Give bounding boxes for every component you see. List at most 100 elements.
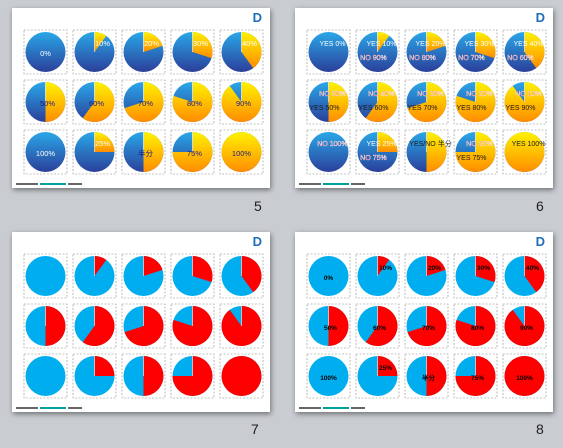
pie-chart[interactable]: 100% xyxy=(308,356,349,396)
pie-chart[interactable] xyxy=(25,256,66,296)
pie-chart[interactable]: 10% xyxy=(74,32,115,72)
pie-chart[interactable] xyxy=(221,256,262,296)
pie-slice xyxy=(504,132,545,172)
pie-chart[interactable] xyxy=(25,306,66,346)
pie-chart[interactable]: NO 20% YES 80% xyxy=(455,82,496,123)
pie-label: YES 20% xyxy=(416,41,446,48)
footer-credit xyxy=(16,406,82,410)
pie-cell xyxy=(23,253,68,299)
pie-chart[interactable] xyxy=(221,306,262,346)
pie-chart[interactable]: 半分 xyxy=(123,132,164,172)
pie-cell xyxy=(306,353,351,399)
pie-chart[interactable]: YES 30% NO 70% xyxy=(455,32,496,72)
pie-chart[interactable]: 20% xyxy=(123,32,164,72)
pie-chart[interactable] xyxy=(74,306,115,346)
pie-cell xyxy=(404,253,449,299)
pie-cell xyxy=(404,79,449,125)
brand-logo: D xyxy=(253,234,262,249)
pie-chart[interactable]: 30% xyxy=(172,32,213,72)
pie-label: 25% xyxy=(95,139,110,148)
pie-label: NO 75% xyxy=(360,155,386,162)
pie-chart[interactable] xyxy=(172,306,213,346)
pie-chart[interactable]: 40% xyxy=(504,256,545,296)
pie-chart[interactable]: YES/NO 半分 xyxy=(406,132,452,172)
pie-chart[interactable]: 75% xyxy=(455,356,496,396)
pie-chart[interactable] xyxy=(74,356,115,396)
slide-canvas[interactable]: D 0% 10% 20% 30% 40% 50% 60% 70% 80% 90% 100% 25% 半分 7… xyxy=(295,232,553,412)
pie-chart[interactable]: YES 10% NO 90% xyxy=(357,32,398,72)
pie-chart[interactable] xyxy=(74,256,115,296)
pie-chart[interactable]: 100% xyxy=(504,356,545,396)
pie-chart[interactable] xyxy=(123,306,164,346)
pie-chart[interactable]: 30% xyxy=(455,256,496,296)
pie-cell xyxy=(502,253,547,299)
pie-chart[interactable]: 90% xyxy=(504,306,545,346)
pie-chart[interactable] xyxy=(172,256,213,296)
pie-chart[interactable]: 25% xyxy=(357,356,398,396)
pie-chart[interactable]: 20% xyxy=(406,256,447,296)
pie-chart[interactable]: 60% xyxy=(74,82,115,123)
slide-canvas[interactable]: D xyxy=(12,232,270,412)
pie-chart[interactable] xyxy=(172,356,213,396)
pie-chart[interactable]: YES 25% NO 75% xyxy=(357,132,398,172)
pie-cell xyxy=(219,29,264,75)
pie-chart[interactable]: YES 20% NO 80% xyxy=(406,32,447,72)
pie-cell xyxy=(502,353,547,399)
pie-slice xyxy=(143,32,163,52)
pie-chart[interactable]: NO 30% YES 70% xyxy=(406,82,447,123)
pie-label: 60% xyxy=(373,325,386,332)
pie-chart[interactable]: 50% xyxy=(308,306,349,346)
pie-chart[interactable]: 100% xyxy=(25,132,66,172)
pie-chart[interactable] xyxy=(25,356,66,396)
pie-cell xyxy=(72,303,117,349)
pie-chart[interactable]: YES 0% xyxy=(308,32,349,72)
pie-chart[interactable]: 100% xyxy=(221,132,262,172)
pie-slice xyxy=(426,32,446,52)
pie-label: 70% xyxy=(422,325,435,332)
pie-chart[interactable]: 75% xyxy=(172,132,213,173)
pie-cell xyxy=(170,79,215,125)
pie-chart[interactable]: 90% xyxy=(221,82,262,122)
slide-canvas[interactable]: D YES 0% YES 10% NO 90% YES 20% NO 80% YES 30%… xyxy=(295,8,553,188)
pie-slice xyxy=(475,32,496,59)
pie-chart[interactable]: 80% xyxy=(455,306,496,346)
pie-chart[interactable]: NO 50% YES 50% xyxy=(308,82,349,122)
pie-chart[interactable]: 60% xyxy=(357,306,398,346)
pie-cell xyxy=(355,29,400,75)
slide-canvas[interactable]: D 0% 10% 20% 30% 40% 50% 60% 70% 80% 90% 100% 25% 半分 7… xyxy=(12,8,270,188)
pie-chart[interactable]: 40% xyxy=(221,32,262,72)
pie-slice xyxy=(82,82,115,123)
pie-label: 100% xyxy=(232,149,252,158)
pie-chart[interactable]: 50% xyxy=(25,82,66,122)
pie-chart[interactable]: NO 10% YES 90% xyxy=(504,82,545,122)
pie-slice xyxy=(143,356,164,396)
pie-chart[interactable]: 80% xyxy=(172,82,213,123)
pie-chart[interactable]: YES 40% NO 60% xyxy=(504,32,545,72)
pie-chart[interactable]: 半分 xyxy=(406,356,447,396)
pie-label: YES 90% xyxy=(506,105,536,112)
pie-slice xyxy=(475,256,496,283)
pie-chart[interactable]: 70% xyxy=(123,82,164,123)
pie-chart[interactable]: 70% xyxy=(406,306,447,346)
pie-cell xyxy=(502,303,547,349)
pie-chart[interactable] xyxy=(123,256,164,296)
pie-slice xyxy=(143,256,163,276)
pie-chart[interactable]: YES 100% xyxy=(504,132,546,172)
pie-chart[interactable] xyxy=(123,356,164,396)
pie-cell xyxy=(170,253,215,299)
pie-cell xyxy=(72,29,117,75)
pie-chart[interactable]: NO 100% xyxy=(308,132,349,172)
pie-chart[interactable]: 10% xyxy=(357,256,398,296)
pie-label: 40% xyxy=(526,265,539,272)
pie-slice xyxy=(82,306,115,346)
slide-number: 8 xyxy=(536,421,544,437)
pie-chart[interactable]: 0% xyxy=(25,32,66,72)
pie-chart[interactable]: 25% xyxy=(74,132,115,172)
pie-chart[interactable] xyxy=(221,356,262,396)
pie-chart[interactable]: 0% xyxy=(308,256,349,296)
pie-chart[interactable]: NO 40% YES 60% xyxy=(357,82,398,123)
pie-slice xyxy=(377,256,390,276)
pie-chart[interactable]: NO 25% YES 75% xyxy=(455,132,496,173)
pie-label: 80% xyxy=(471,325,484,332)
pie-label: 半分 xyxy=(138,148,153,158)
